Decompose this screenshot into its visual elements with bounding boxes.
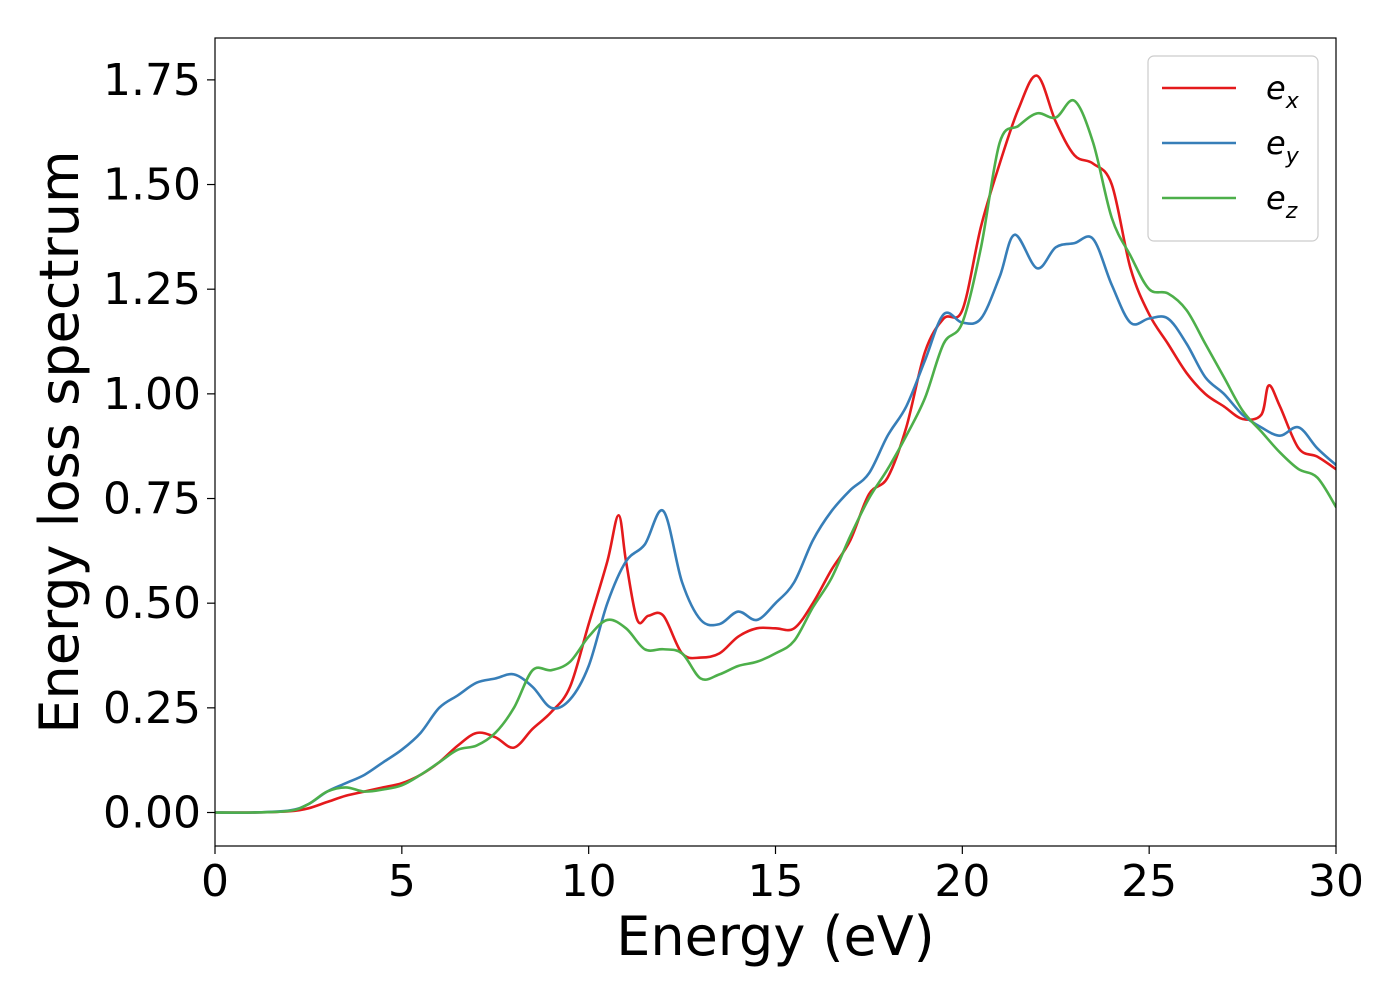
y-tick-label: 0.25 [103, 683, 201, 734]
x-tick-label: 30 [1308, 856, 1364, 907]
y-tick-label: 0.75 [103, 474, 201, 525]
legend-label-z: ez [1266, 179, 1298, 224]
series-line-y [215, 233, 1336, 814]
x-tick-label: 15 [748, 856, 804, 907]
x-axis-title: Energy (eV) [616, 905, 935, 968]
legend-label-x: ex [1266, 69, 1300, 114]
plot-lines [215, 74, 1336, 814]
x-axis-ticks: 0 5 10 15 20 25 30 [201, 846, 1364, 907]
y-tick-label: 1.75 [103, 55, 201, 106]
x-tick-label: 20 [934, 856, 990, 907]
x-tick-label: 0 [201, 856, 229, 907]
y-tick-label: 1.50 [103, 160, 201, 211]
legend: ex ey ez [1147, 55, 1319, 242]
y-tick-label: 1.25 [103, 264, 201, 315]
y-tick-label: 0.50 [103, 578, 201, 629]
series-line-z [215, 98, 1336, 814]
y-tick-label: 0.00 [103, 788, 201, 839]
y-axis-ticks: 0.00 0.25 0.50 0.75 1.00 1.25 1.50 1.75 [103, 55, 215, 839]
legend-box [1147, 55, 1319, 242]
x-tick-label: 5 [388, 856, 416, 907]
legend-label-y: ey [1266, 124, 1300, 169]
x-tick-label: 10 [561, 856, 617, 907]
y-axis-title: Energy loss spectrum [28, 150, 91, 733]
y-tick-label: 1.00 [103, 369, 201, 420]
x-tick-label: 25 [1121, 856, 1177, 907]
